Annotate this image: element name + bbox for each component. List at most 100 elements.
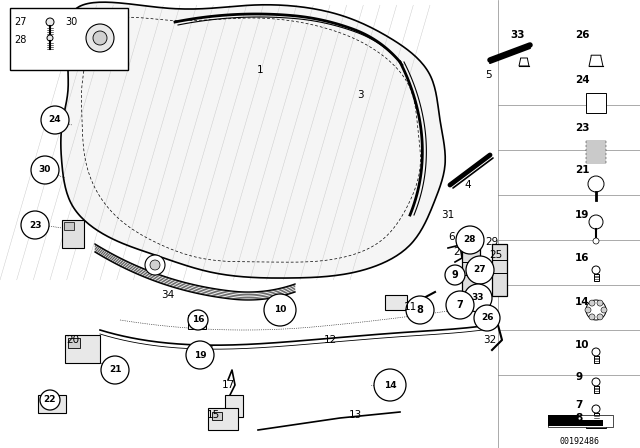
Bar bbox=[462, 240, 480, 295]
Bar bbox=[548, 420, 603, 426]
Text: 15: 15 bbox=[206, 410, 220, 420]
Text: 3: 3 bbox=[356, 90, 364, 100]
Text: 5: 5 bbox=[484, 70, 492, 80]
Bar bbox=[593, 413, 598, 420]
Text: 28: 28 bbox=[14, 35, 26, 45]
Circle shape bbox=[47, 35, 53, 41]
Text: 30: 30 bbox=[39, 165, 51, 175]
Circle shape bbox=[589, 215, 603, 229]
Text: 11: 11 bbox=[403, 302, 417, 312]
Text: 7: 7 bbox=[575, 400, 582, 410]
Circle shape bbox=[86, 24, 114, 52]
Bar bbox=[188, 315, 206, 329]
Circle shape bbox=[186, 341, 214, 369]
Text: 12: 12 bbox=[323, 335, 337, 345]
Text: 6: 6 bbox=[449, 232, 455, 242]
Text: 17: 17 bbox=[221, 380, 235, 390]
Text: 9: 9 bbox=[452, 270, 458, 280]
Bar bbox=[593, 356, 598, 363]
Circle shape bbox=[93, 31, 107, 45]
Bar bbox=[593, 274, 598, 281]
Bar bbox=[225, 395, 243, 417]
Circle shape bbox=[445, 265, 465, 285]
Circle shape bbox=[588, 176, 604, 192]
Text: 27: 27 bbox=[474, 266, 486, 275]
Bar bbox=[548, 415, 613, 427]
Circle shape bbox=[145, 255, 165, 275]
Circle shape bbox=[456, 226, 484, 254]
Text: 21: 21 bbox=[109, 366, 121, 375]
Text: 4: 4 bbox=[465, 180, 471, 190]
Bar bbox=[65, 335, 100, 363]
Circle shape bbox=[46, 18, 54, 26]
Text: 29: 29 bbox=[485, 237, 499, 247]
Circle shape bbox=[592, 348, 600, 356]
Circle shape bbox=[589, 300, 595, 306]
Text: 31: 31 bbox=[442, 210, 454, 220]
Circle shape bbox=[464, 284, 492, 312]
Text: 8: 8 bbox=[575, 413, 582, 423]
Circle shape bbox=[446, 291, 474, 319]
Bar bbox=[586, 420, 606, 428]
Circle shape bbox=[466, 256, 494, 284]
Text: 26: 26 bbox=[575, 30, 589, 40]
Circle shape bbox=[188, 310, 208, 330]
Text: 30: 30 bbox=[65, 17, 77, 27]
Bar bbox=[64, 222, 74, 230]
Bar bbox=[38, 395, 66, 413]
Text: 9: 9 bbox=[575, 372, 582, 382]
Text: 23: 23 bbox=[575, 123, 589, 133]
Circle shape bbox=[31, 156, 59, 184]
Text: 10: 10 bbox=[575, 340, 589, 350]
Text: 27: 27 bbox=[14, 17, 26, 27]
Circle shape bbox=[21, 211, 49, 239]
Text: 20: 20 bbox=[67, 335, 79, 345]
Text: 23: 23 bbox=[29, 220, 41, 229]
Text: 24: 24 bbox=[575, 75, 589, 85]
Text: 22: 22 bbox=[44, 396, 56, 405]
Bar bbox=[62, 220, 84, 248]
Bar bbox=[548, 415, 578, 420]
Circle shape bbox=[41, 106, 69, 134]
Text: 13: 13 bbox=[348, 410, 362, 420]
Circle shape bbox=[601, 307, 607, 313]
Circle shape bbox=[589, 314, 595, 320]
Polygon shape bbox=[589, 55, 603, 66]
Circle shape bbox=[592, 405, 600, 413]
Text: 16: 16 bbox=[192, 315, 204, 324]
Bar bbox=[586, 161, 606, 163]
Text: 28: 28 bbox=[464, 236, 476, 245]
Text: 14: 14 bbox=[575, 297, 589, 307]
Circle shape bbox=[585, 307, 591, 313]
Text: 24: 24 bbox=[49, 116, 61, 125]
Circle shape bbox=[150, 260, 160, 270]
Bar bbox=[586, 157, 606, 159]
Text: 33: 33 bbox=[510, 30, 525, 40]
Circle shape bbox=[40, 390, 60, 410]
Bar bbox=[586, 145, 606, 147]
Circle shape bbox=[593, 238, 599, 244]
Text: 26: 26 bbox=[481, 314, 493, 323]
Bar bbox=[586, 93, 606, 113]
Text: 32: 32 bbox=[483, 335, 497, 345]
Bar bbox=[212, 412, 222, 420]
Bar bbox=[68, 338, 80, 348]
Bar bbox=[208, 408, 238, 430]
Text: 34: 34 bbox=[161, 290, 175, 300]
Circle shape bbox=[374, 369, 406, 401]
Text: 19: 19 bbox=[194, 350, 206, 359]
Text: 10: 10 bbox=[274, 306, 286, 314]
Text: 21: 21 bbox=[575, 165, 589, 175]
Text: 8: 8 bbox=[417, 305, 424, 315]
Bar bbox=[492, 244, 507, 296]
Bar bbox=[10, 8, 128, 70]
Circle shape bbox=[592, 378, 600, 386]
Polygon shape bbox=[519, 58, 529, 66]
Circle shape bbox=[406, 296, 434, 324]
Circle shape bbox=[592, 266, 600, 274]
Circle shape bbox=[597, 300, 603, 306]
Text: 1: 1 bbox=[257, 65, 263, 75]
Text: 2: 2 bbox=[454, 247, 460, 257]
Text: 33: 33 bbox=[472, 293, 484, 302]
Bar bbox=[586, 141, 606, 143]
